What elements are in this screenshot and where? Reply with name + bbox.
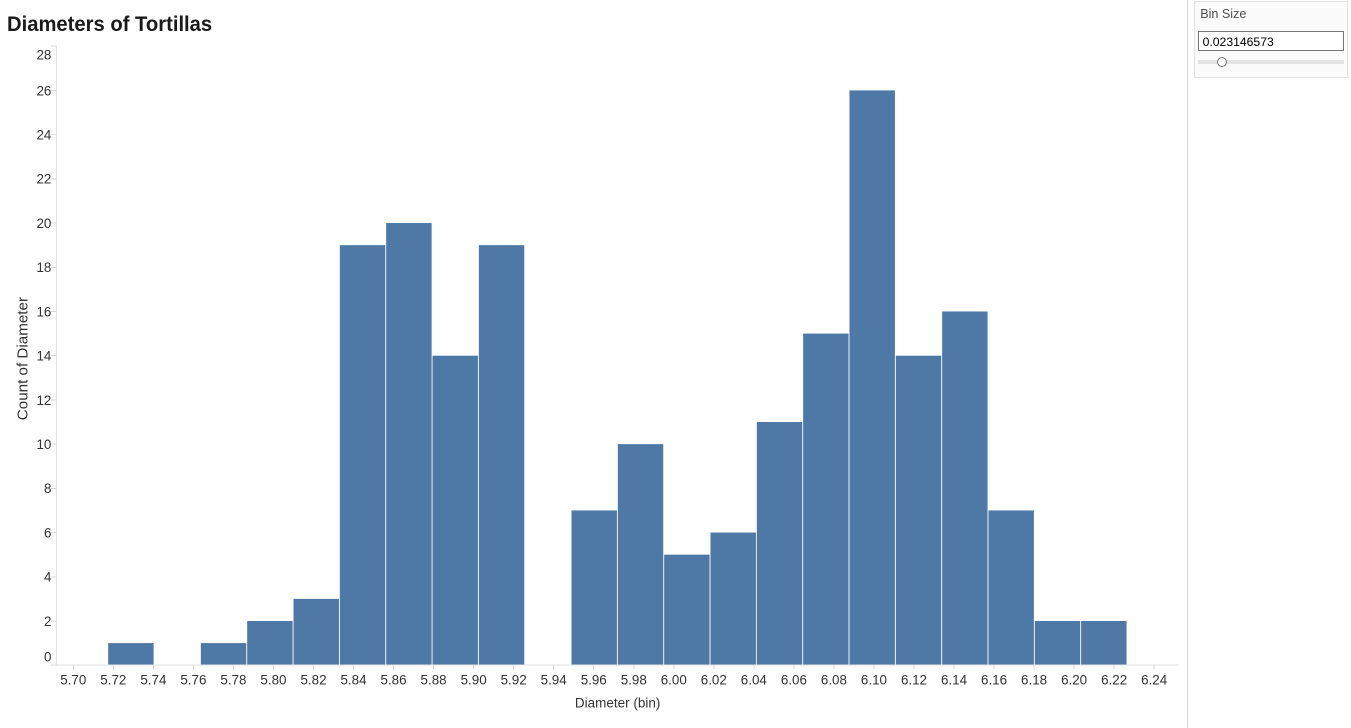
svg-text:6.14: 6.14 — [941, 673, 968, 688]
svg-text:6.00: 6.00 — [661, 673, 687, 688]
svg-text:6.12: 6.12 — [901, 673, 927, 688]
svg-text:6.24: 6.24 — [1141, 673, 1168, 688]
svg-text:5.82: 5.82 — [300, 673, 326, 688]
svg-text:24: 24 — [36, 128, 51, 143]
svg-text:5.86: 5.86 — [381, 673, 407, 688]
svg-text:22: 22 — [36, 172, 51, 187]
svg-text:6.18: 6.18 — [1021, 673, 1047, 688]
svg-text:6.20: 6.20 — [1061, 673, 1087, 688]
svg-text:0: 0 — [44, 650, 51, 665]
svg-text:12: 12 — [36, 393, 51, 408]
svg-text:Diameter (bin): Diameter (bin) — [575, 695, 661, 710]
svg-text:18: 18 — [36, 260, 51, 275]
svg-text:26: 26 — [36, 83, 51, 98]
svg-text:5.70: 5.70 — [60, 673, 86, 688]
svg-text:Count of Diameter: Count of Diameter — [14, 297, 31, 420]
svg-text:5.78: 5.78 — [220, 673, 246, 688]
svg-text:20: 20 — [36, 216, 51, 231]
svg-text:5.94: 5.94 — [541, 673, 568, 688]
svg-text:5.76: 5.76 — [180, 673, 206, 688]
svg-text:6.16: 6.16 — [981, 673, 1007, 688]
svg-text:6.08: 6.08 — [821, 673, 847, 688]
svg-text:10: 10 — [36, 437, 51, 452]
svg-text:6.10: 6.10 — [861, 673, 887, 688]
svg-text:14: 14 — [36, 349, 51, 364]
svg-text:5.88: 5.88 — [421, 673, 447, 688]
svg-text:6: 6 — [44, 525, 51, 540]
svg-text:5.72: 5.72 — [100, 673, 126, 688]
svg-text:5.84: 5.84 — [340, 673, 367, 688]
svg-text:6.22: 6.22 — [1101, 673, 1127, 688]
svg-text:5.90: 5.90 — [461, 673, 487, 688]
svg-text:28: 28 — [36, 47, 51, 62]
svg-text:2: 2 — [44, 614, 51, 629]
svg-text:6.02: 6.02 — [701, 673, 727, 688]
svg-text:6.04: 6.04 — [741, 673, 768, 688]
svg-text:4: 4 — [44, 570, 52, 585]
svg-text:6.06: 6.06 — [781, 673, 807, 688]
svg-text:8: 8 — [44, 481, 51, 496]
svg-text:16: 16 — [36, 304, 51, 319]
svg-text:5.98: 5.98 — [621, 673, 647, 688]
svg-text:5.96: 5.96 — [581, 673, 607, 688]
svg-text:5.74: 5.74 — [140, 673, 167, 688]
svg-text:5.80: 5.80 — [260, 673, 286, 688]
svg-text:5.92: 5.92 — [501, 673, 527, 688]
